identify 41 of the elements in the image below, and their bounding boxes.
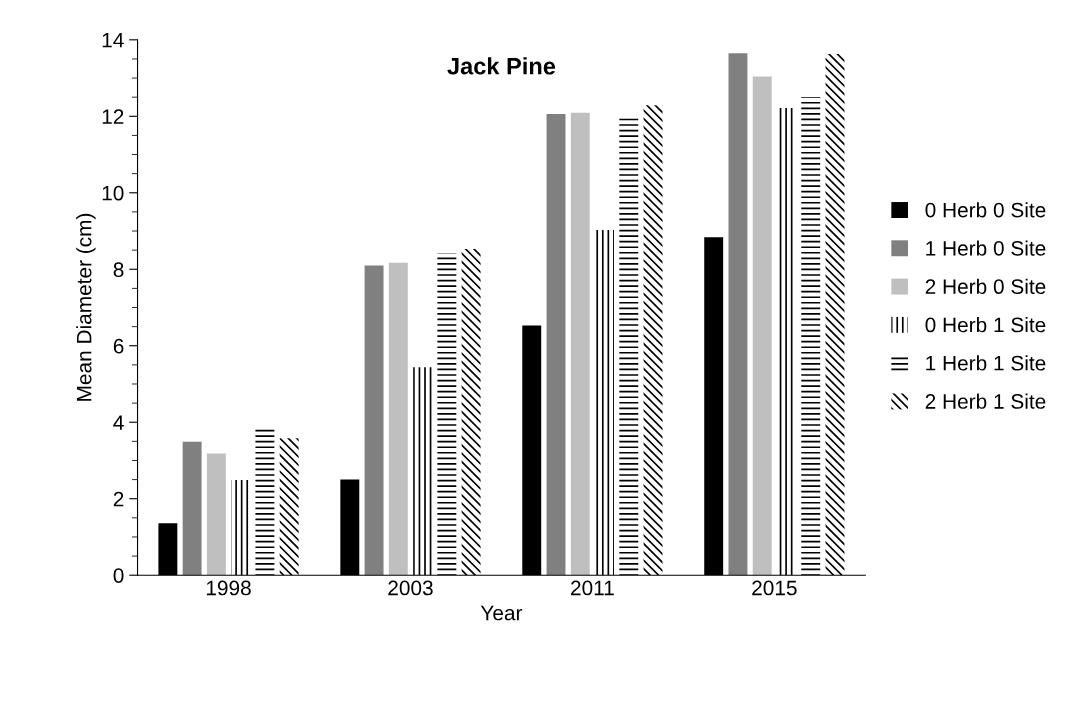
bar [206,453,226,576]
bar [801,97,821,576]
legend-label: 1 Herb 1 Site [926,355,1046,371]
bar [643,105,663,576]
bar [231,479,251,576]
bar [777,107,796,576]
legend-label: 0 Herb 1 Site [925,316,1046,333]
bar [437,253,457,576]
y-tick-label: 6 [113,338,124,354]
y-tick-label: 12 [102,109,124,124]
bar [570,112,590,576]
y-tick-label: 14 [102,33,124,48]
bar [752,76,772,576]
bar [619,118,639,576]
legend-label: 2 Herb 1 Site [925,393,1046,409]
y-tick-label: 8 [113,262,124,278]
y-tick-label: 2 [113,491,124,507]
legend-label: 2 Herb 0 Site [925,278,1046,295]
bar [595,229,614,576]
legend-label: 1 Herb 0 Site [926,240,1046,256]
bar [255,428,275,576]
x-tick-label: 1998 [206,580,251,596]
bar [413,367,433,576]
x-tick-label: 2003 [388,580,433,596]
legend-label: 0 Herb 0 Site [925,202,1046,218]
x-tick-label: 2015 [752,580,797,596]
bar [364,265,384,576]
x-tick-label: 2011 [571,580,614,596]
y-axis-title: Mean Diameter (cm) [76,213,96,401]
bar [388,262,408,576]
bar [279,438,299,576]
bar [825,53,845,576]
y-tick-label: 10 [102,185,124,201]
bar [728,53,748,576]
bar [461,249,481,576]
y-tick-label: 4 [113,415,124,430]
bar [546,114,566,576]
bar [182,441,202,576]
text: Jack Pine [447,57,556,75]
x-axis-title: Year [480,605,523,621]
y-tick-label: 0 [113,568,124,583]
